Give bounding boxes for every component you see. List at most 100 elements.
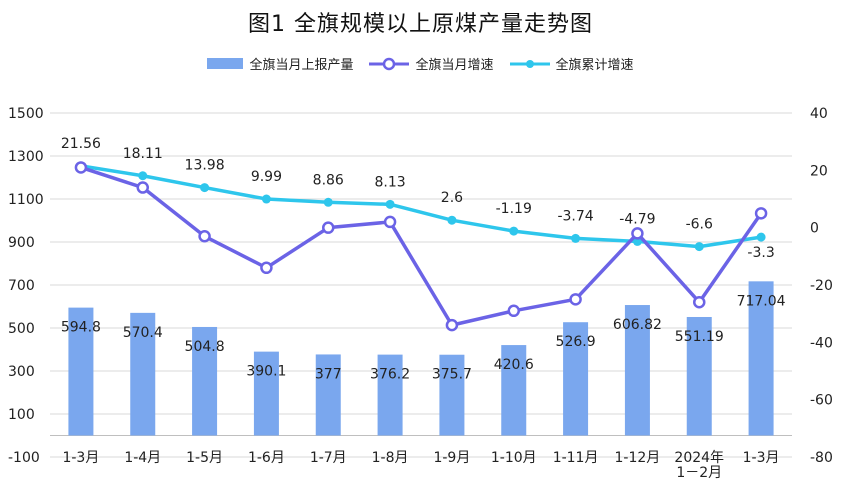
x-tick-label: 1-11月 [553, 450, 599, 466]
legend-bar-label: 全旗当月上报产量 [249, 58, 354, 73]
x-tick-label: 1-7月 [310, 450, 347, 466]
data-label-bar: 570.4 [123, 325, 163, 341]
point-monthly [569, 293, 582, 306]
legend: 全旗当月上报产量 全旗当月增速 全旗累计增速 [0, 54, 841, 73]
data-label-bar: 420.6 [494, 357, 534, 373]
data-label-bar: 526.9 [556, 334, 596, 350]
data-label-cumulative: 18.11 [123, 146, 163, 162]
point-monthly [693, 295, 706, 309]
legend-item-line2: 全旗累计增速 [509, 54, 634, 73]
data-label-bar: 376.2 [370, 367, 410, 383]
y-right-tick-label: -60 [810, 393, 833, 409]
x-tick-label: 1-3月 [62, 450, 99, 466]
bar [192, 326, 218, 436]
point-monthly [383, 215, 397, 229]
data-label-cumulative: 2.6 [441, 190, 463, 206]
data-label-cumulative: 13.98 [185, 158, 225, 174]
x-tick-label: 1-9月 [433, 450, 470, 466]
point-monthly [631, 227, 644, 240]
x-tick-label: 1-8月 [372, 450, 409, 466]
bar [315, 354, 341, 436]
data-label-bar: 606.82 [613, 317, 662, 333]
bar [377, 354, 403, 436]
bar [439, 354, 465, 436]
data-label-bar: 594.8 [61, 320, 101, 336]
y-right-tick-label: -20 [810, 278, 833, 294]
data-label-cumulative: 21.56 [61, 136, 101, 152]
x-tick-label: 1－2月 [676, 465, 722, 481]
legend-line2-swatch [509, 59, 550, 68]
y-left-tick-label: 1500 [8, 106, 44, 122]
x-tick-label: 2024年 [674, 450, 724, 466]
legend-item-bar: 全旗当月上报产量 [207, 54, 353, 73]
x-tick-label: 1-6月 [248, 450, 285, 466]
data-label-bar: 504.8 [185, 339, 225, 355]
data-label-cumulative: -6.6 [686, 217, 713, 233]
point-cumulative [509, 226, 519, 236]
point-cumulative [261, 194, 271, 204]
y-right-tick-label: -80 [810, 450, 833, 466]
bar [686, 316, 712, 436]
data-label-cumulative: 8.13 [374, 174, 405, 190]
bar [130, 312, 156, 436]
data-label-cumulative: -1.19 [496, 201, 532, 217]
bar [563, 322, 589, 436]
bar [68, 307, 94, 436]
y-left-tick-label: -100 [8, 450, 40, 466]
point-cumulative [571, 233, 581, 243]
data-label-cumulative: 9.99 [251, 169, 282, 185]
legend-line1-swatch [369, 57, 410, 70]
point-monthly [136, 181, 149, 194]
point-cumulative [756, 232, 766, 242]
y-left-tick-label: 700 [8, 278, 35, 294]
x-tick-label: 1-10月 [491, 450, 537, 466]
y-left-tick-label: 1100 [8, 192, 44, 208]
legend-line1-label: 全旗当月增速 [415, 58, 494, 73]
point-monthly [74, 161, 88, 174]
y-left-tick-label: 300 [8, 364, 35, 380]
point-monthly [507, 304, 520, 318]
y-left-tick-label: 500 [8, 321, 35, 337]
data-label-cumulative: 8.86 [313, 172, 344, 188]
data-label-cumulative: -4.79 [619, 211, 655, 227]
y-right-tick-label: 20 [810, 163, 828, 179]
data-label-cumulative: -3.74 [557, 208, 593, 224]
point-monthly [322, 221, 335, 234]
y-left-tick-label: 1300 [8, 149, 44, 165]
point-cumulative [138, 171, 148, 181]
series-line-cumulative [80, 164, 762, 249]
y-right-tick-label: 40 [810, 106, 828, 122]
legend-item-line1: 全旗当月增速 [369, 54, 494, 73]
x-tick-label: 1-12月 [615, 450, 661, 466]
data-label-bar: 717.04 [737, 293, 786, 309]
data-label-cumulative: -3.3 [747, 245, 774, 261]
point-monthly [754, 207, 768, 220]
y-left-tick-label: 900 [8, 235, 35, 251]
chart-title: 图1 全旗规模以上原煤产量走势图 [248, 12, 593, 37]
point-cumulative [323, 197, 333, 207]
legend-line2-label: 全旗累计增速 [555, 58, 634, 73]
y-left-tick-label: 100 [8, 407, 35, 423]
legend-bar-swatch [207, 58, 244, 69]
x-tick-label: 1-5月 [186, 450, 223, 466]
bar [501, 345, 527, 436]
x-tick-label: 1-4月 [124, 450, 161, 466]
data-label-bar: 375.7 [432, 367, 472, 383]
point-monthly [445, 318, 459, 332]
point-cumulative [385, 199, 395, 209]
point-monthly [260, 261, 273, 275]
point-monthly [198, 230, 211, 243]
data-label-bar: 551.19 [675, 329, 724, 345]
bar [253, 351, 279, 436]
y-right-tick-label: -40 [810, 335, 833, 351]
bar [624, 305, 650, 436]
data-label-bar: 390.1 [246, 364, 286, 380]
data-label-bar: 377 [315, 366, 342, 382]
point-cumulative [200, 183, 210, 193]
x-tick-label: 1-3月 [743, 450, 780, 466]
series-line-monthly [80, 165, 763, 327]
bar [748, 281, 774, 436]
point-cumulative [447, 215, 457, 225]
